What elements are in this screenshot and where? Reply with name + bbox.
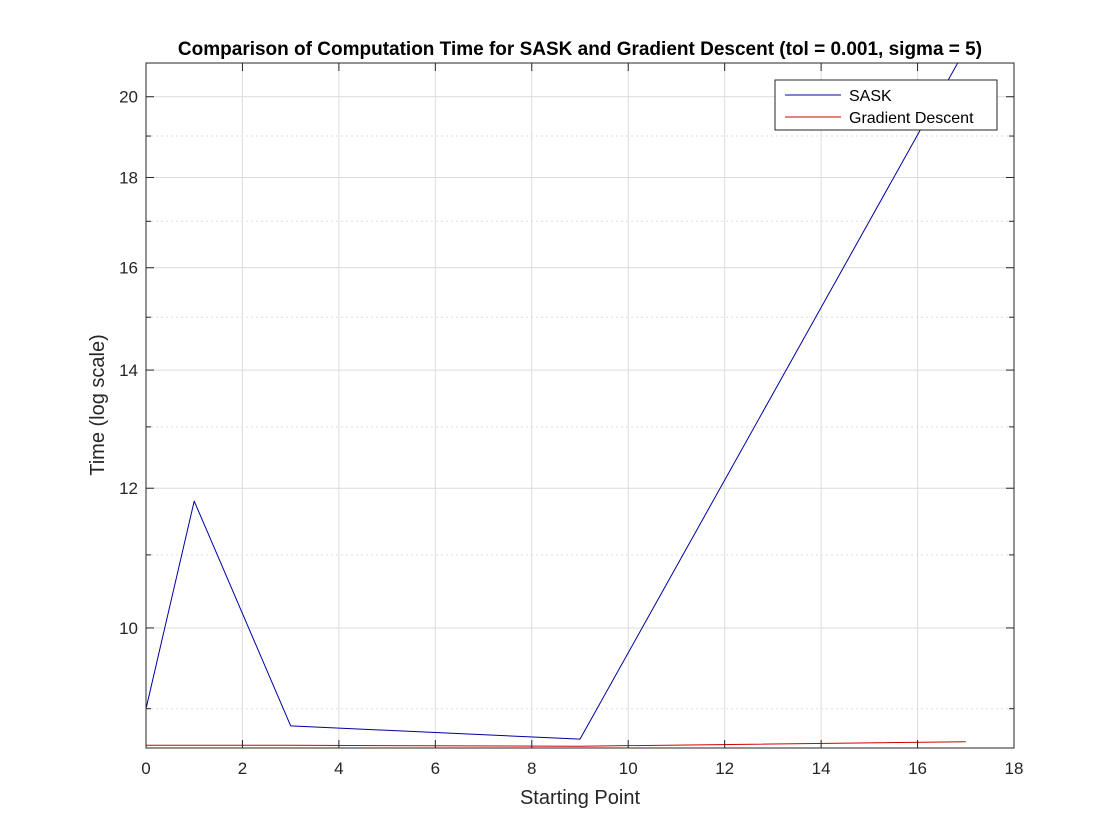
plot-area — [146, 63, 1014, 748]
x-tick-label: 8 — [527, 759, 536, 778]
legend-box — [774, 79, 998, 131]
x-tick-label: 14 — [812, 759, 831, 778]
x-tick-label: 16 — [908, 759, 927, 778]
x-axis-label: Starting Point — [520, 787, 641, 809]
legend-label-sask: SASK — [849, 88, 892, 105]
x-tick-label: 18 — [1005, 759, 1024, 778]
y-tick-label: 16 — [119, 259, 138, 278]
axes-box — [145, 62, 1015, 749]
x-tick-label: 10 — [619, 759, 638, 778]
x-tick-label: 4 — [334, 759, 343, 778]
ticks-layer — [145, 63, 1015, 748]
legend: SASK Gradient Descent — [774, 79, 998, 131]
x-tick-label: 2 — [238, 759, 247, 778]
y-tick-label: 10 — [119, 619, 138, 638]
y-tick-label: 18 — [119, 168, 138, 187]
x-tick-label: 6 — [431, 759, 440, 778]
legend-label-gradient-descent: Gradient Descent — [849, 110, 974, 127]
y-tick-label: 14 — [119, 361, 138, 380]
x-tick-label: 0 — [141, 759, 150, 778]
y-tick-label: 12 — [119, 479, 138, 498]
y-tick-label: 20 — [119, 88, 138, 107]
chart-title: Comparison of Computation Time for SASK … — [178, 39, 982, 60]
tick-labels: 0 2 4 6 8 10 12 14 16 18 10 12 14 16 18 20 — [119, 88, 1023, 778]
y-axis-label: Time (log scale) — [87, 334, 109, 476]
x-tick-label: 12 — [715, 759, 734, 778]
series-line-sask — [146, 63, 959, 740]
